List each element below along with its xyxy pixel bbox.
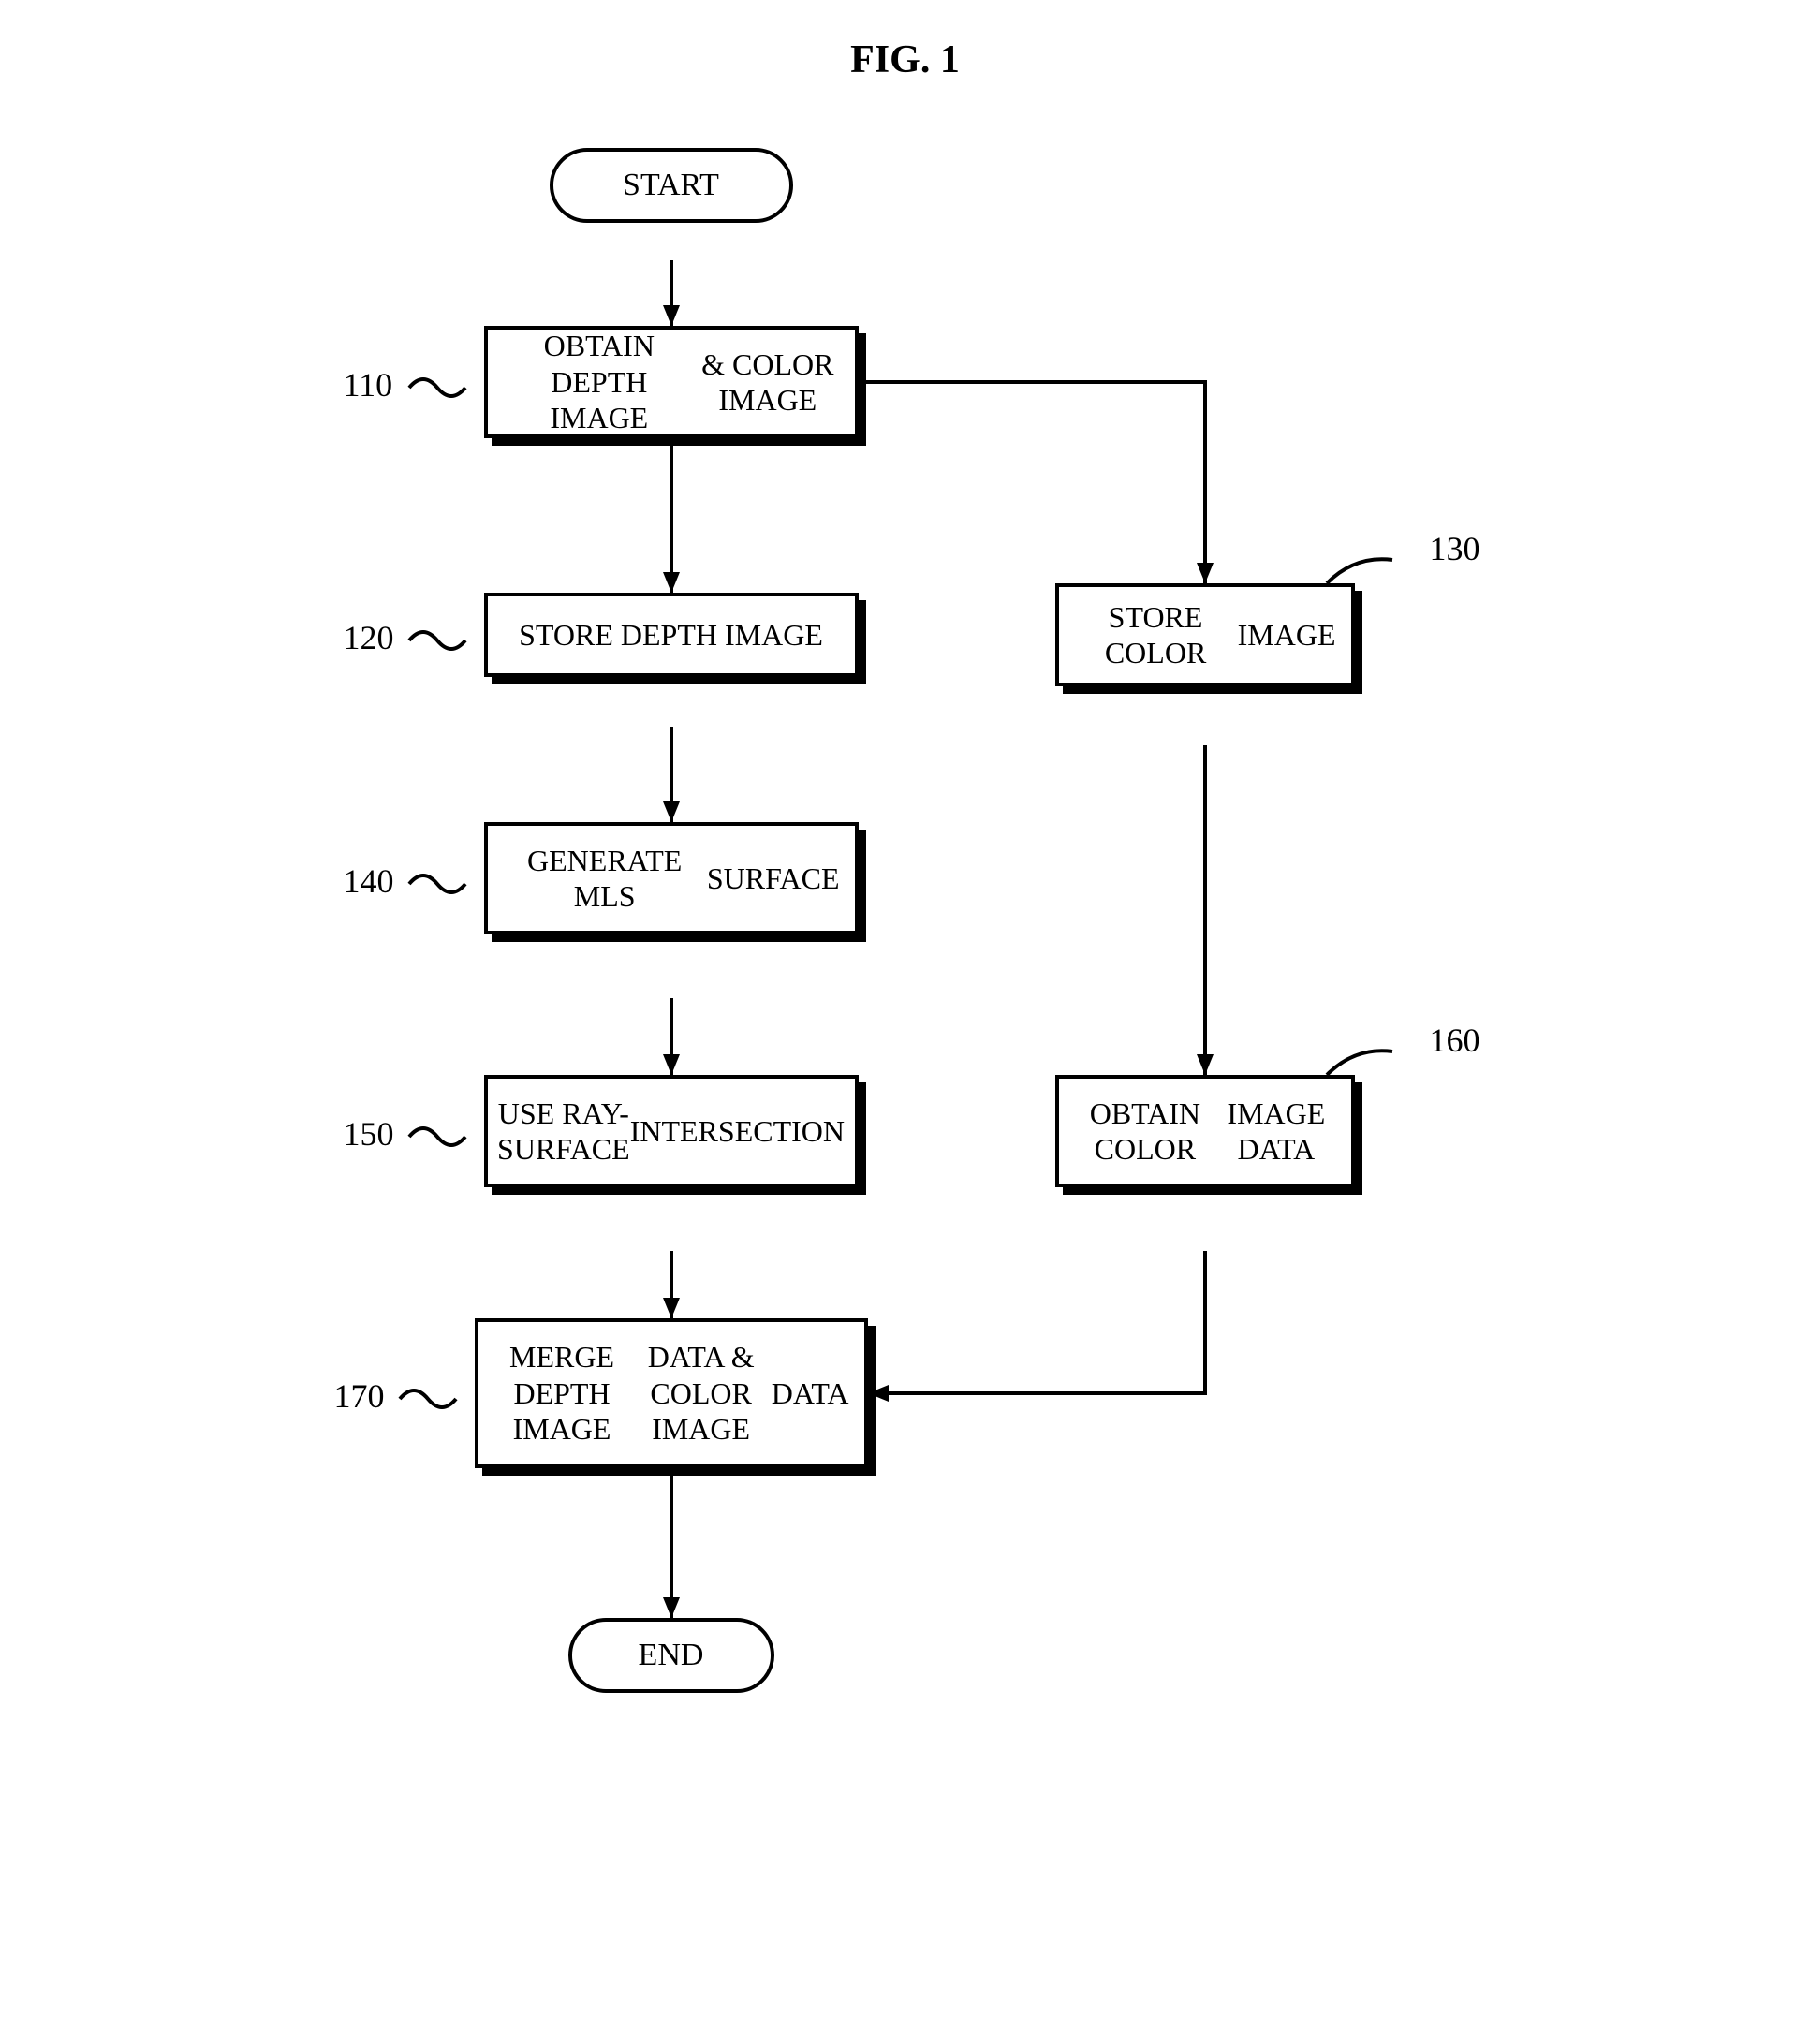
process-150: USE RAY-SURFACEINTERSECTION	[484, 1075, 859, 1187]
process-text: IMAGE	[1238, 617, 1336, 653]
process-160: OBTAIN COLORIMAGE DATA	[1055, 1075, 1355, 1187]
process-text: & COLOR IMAGE	[696, 346, 839, 419]
ref-label-140: 140	[344, 861, 394, 901]
ref-label-110: 110	[344, 365, 393, 404]
process-120: STORE DEPTH IMAGE	[484, 593, 859, 677]
ref-label-120: 120	[344, 618, 394, 657]
end-terminal: END	[568, 1618, 774, 1693]
process-text: DATA	[772, 1375, 849, 1411]
flowchart-canvas: START OBTAIN DEPTH IMAGE& COLOR IMAGE 110 S…	[203, 129, 1608, 1908]
process-box: USE RAY-SURFACEINTERSECTION	[484, 1075, 859, 1187]
process-text: STORE DEPTH IMAGE	[519, 617, 823, 653]
process-text: MERGE DEPTH IMAGE	[493, 1339, 631, 1447]
process-box: OBTAIN COLORIMAGE DATA	[1055, 1075, 1355, 1187]
ref-label-150: 150	[344, 1114, 394, 1154]
process-text: OBTAIN COLOR	[1074, 1096, 1217, 1168]
process-text: INTERSECTION	[630, 1113, 845, 1149]
process-text: USE RAY-SURFACE	[497, 1096, 630, 1168]
figure-title: FIG. 1	[37, 37, 1773, 82]
process-box: GENERATE MLSSURFACE	[484, 822, 859, 934]
process-box: STORE COLORIMAGE	[1055, 583, 1355, 686]
process-110: OBTAIN DEPTH IMAGE& COLOR IMAGE	[484, 326, 859, 438]
process-130: STORE COLORIMAGE	[1055, 583, 1355, 686]
process-140: GENERATE MLSSURFACE	[484, 822, 859, 934]
process-text: IMAGE DATA	[1216, 1096, 1335, 1168]
process-box: STORE DEPTH IMAGE	[484, 593, 859, 677]
start-terminal: START	[550, 148, 793, 223]
process-text: STORE COLOR	[1074, 599, 1238, 671]
process-box: MERGE DEPTH IMAGEDATA & COLOR IMAGEDATA	[475, 1318, 868, 1468]
process-text: SURFACE	[707, 860, 840, 896]
ref-label-130: 130	[1430, 529, 1480, 568]
process-170: MERGE DEPTH IMAGEDATA & COLOR IMAGEDATA	[475, 1318, 868, 1468]
process-text: OBTAIN DEPTH IMAGE	[503, 328, 697, 435]
process-text: GENERATE MLS	[503, 843, 707, 915]
process-box: OBTAIN DEPTH IMAGE& COLOR IMAGE	[484, 326, 859, 438]
flowchart-arrows	[203, 129, 1608, 1908]
ref-label-170: 170	[334, 1376, 385, 1416]
process-text: DATA & COLOR IMAGE	[631, 1339, 772, 1447]
ref-label-160: 160	[1430, 1021, 1480, 1060]
